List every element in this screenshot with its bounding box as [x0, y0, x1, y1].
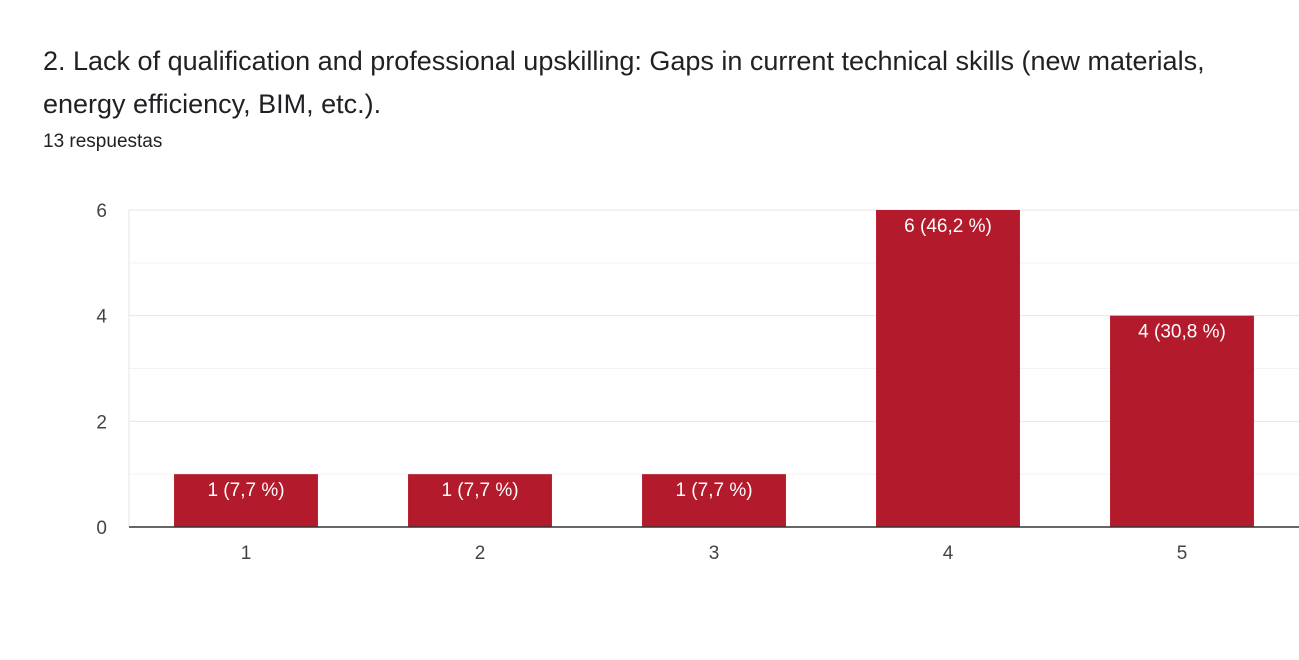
response-count: 13 respuestas	[43, 131, 163, 152]
bar-data-label: 6 (46,2 %)	[904, 216, 992, 237]
x-tick-label: 4	[943, 543, 954, 564]
y-tick-label: 0	[96, 518, 107, 539]
bar	[174, 474, 318, 527]
bar	[1110, 315, 1254, 527]
bar-data-label: 1 (7,7 %)	[207, 480, 284, 501]
y-tick-label: 4	[96, 307, 107, 328]
bar	[408, 474, 552, 527]
bar	[642, 474, 786, 527]
bar-data-label: 1 (7,7 %)	[675, 480, 752, 501]
x-tick-label: 5	[1177, 543, 1188, 564]
y-tick-label: 6	[96, 201, 107, 222]
x-tick-label: 3	[709, 543, 720, 564]
x-tick-label: 1	[241, 543, 252, 564]
x-tick-label: 2	[475, 543, 486, 564]
bar-data-label: 1 (7,7 %)	[441, 480, 518, 501]
bar-data-label: 4 (30,8 %)	[1138, 322, 1226, 343]
y-tick-label: 2	[96, 412, 107, 433]
question-title: 2. Lack of qualification and professiona…	[43, 46, 1205, 119]
bar	[876, 210, 1020, 527]
